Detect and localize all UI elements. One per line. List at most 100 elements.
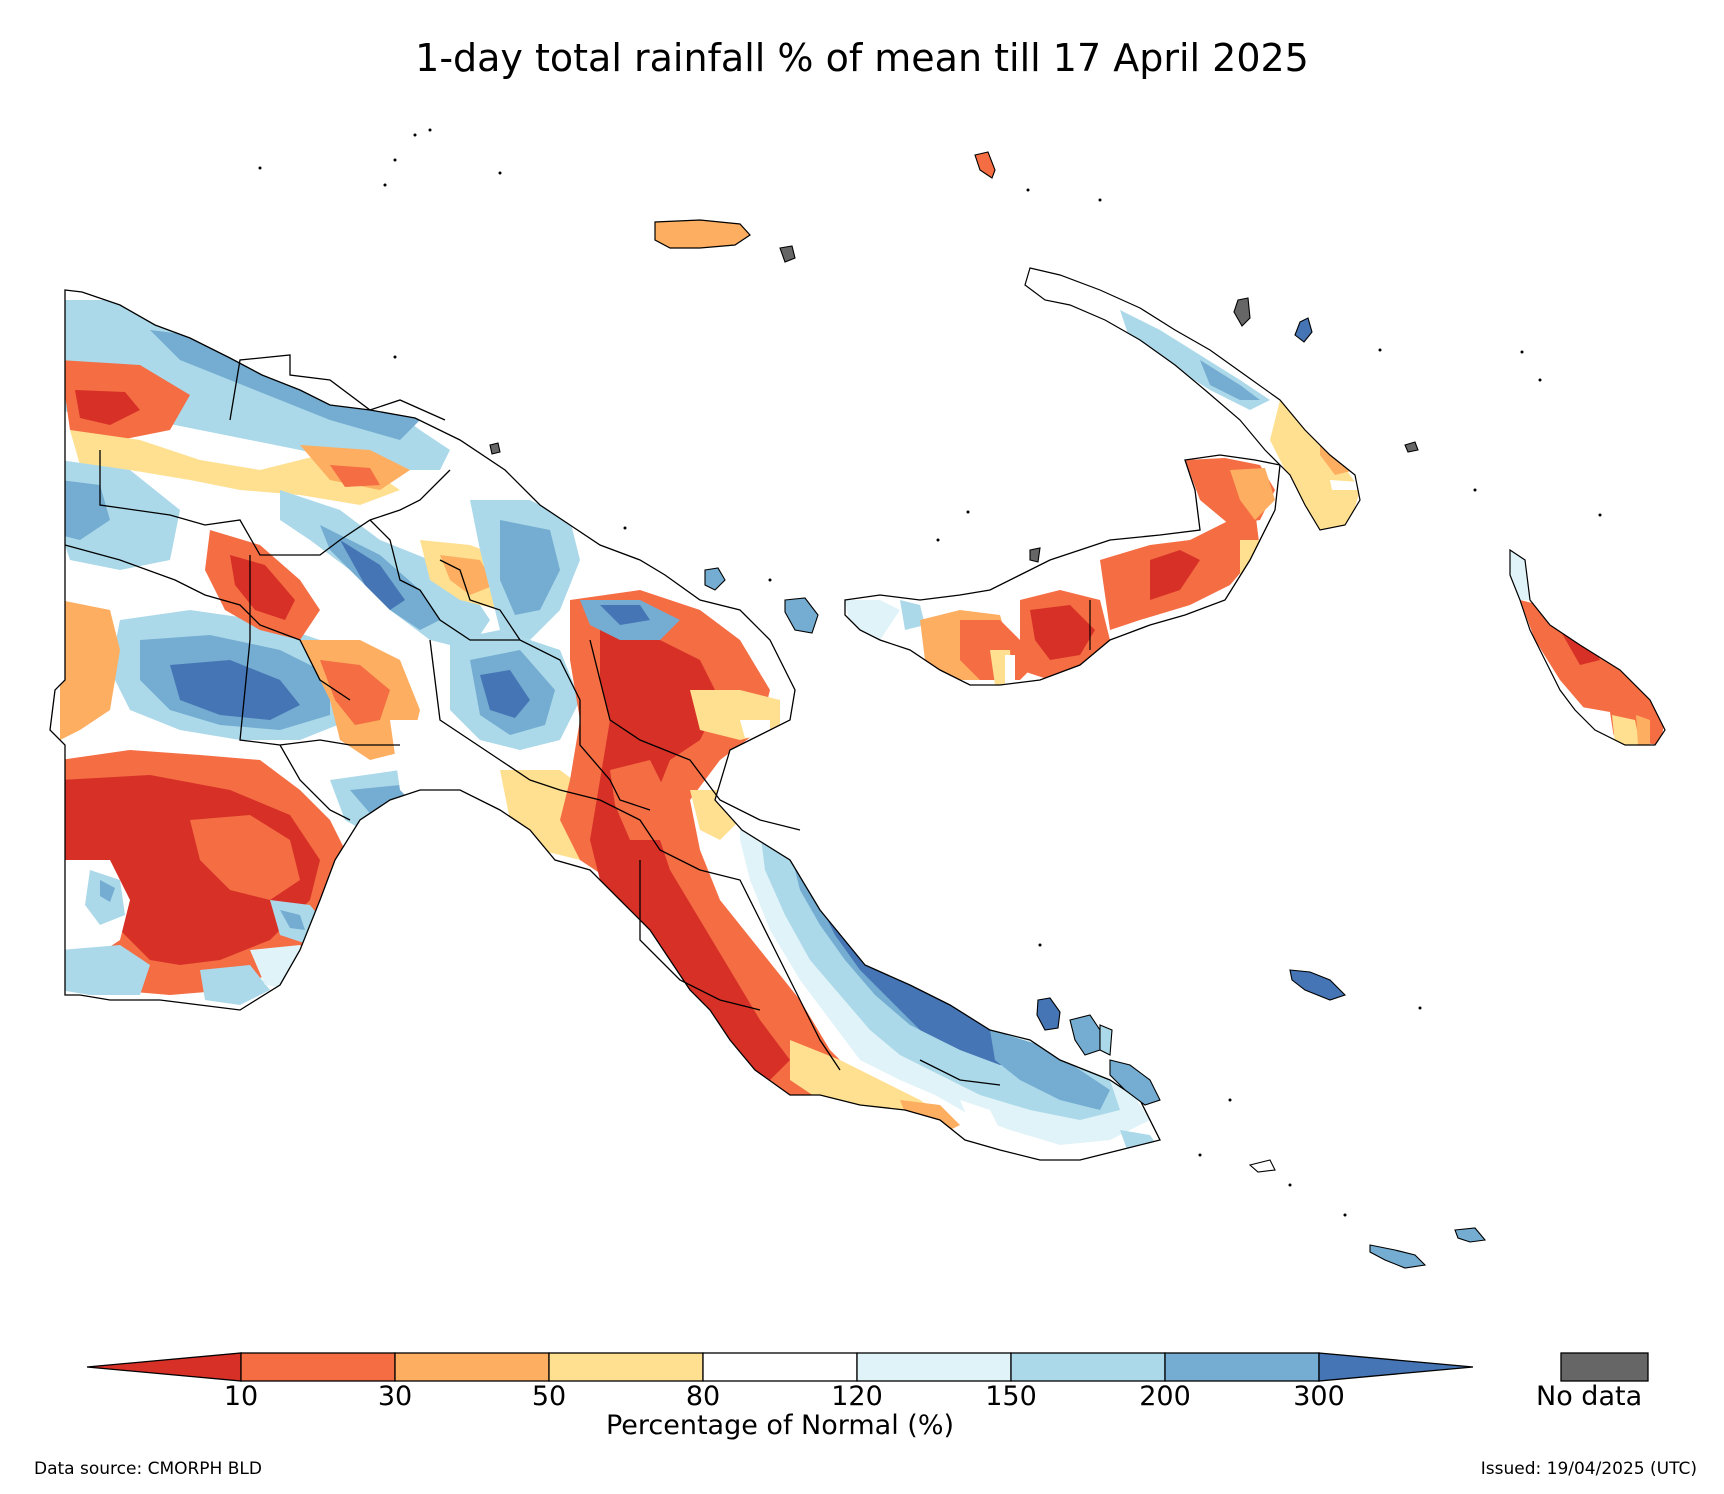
colorbar-title: Percentage of Normal (%) (605, 1410, 955, 1441)
map-region (1233, 297, 1251, 327)
colorbar-tick-50: 50 (531, 1381, 567, 1412)
map-region (1069, 1014, 1101, 1056)
map-region (610, 760, 670, 840)
colorbar-class-30-50 (394, 1352, 550, 1382)
colorbar (86, 1352, 1474, 1382)
map-region (1473, 488, 1477, 492)
map-region (919, 1059, 1001, 1086)
colorbar-tick-150: 150 (985, 1381, 1037, 1412)
map-region (70, 430, 400, 505)
colorbar-class-50-80 (548, 1352, 704, 1382)
map-title: 1-day total rainfall % of mean till 17 A… (415, 36, 1309, 80)
colorbar-tick-120: 120 (831, 1381, 883, 1412)
map-region (60, 945, 150, 995)
map-region (1289, 969, 1347, 1001)
map-region (1200, 360, 1260, 400)
map-region (1270, 400, 1360, 530)
map-region (439, 559, 521, 641)
map-region (1288, 1183, 1292, 1187)
map-region (699, 869, 841, 1071)
map-region (600, 605, 650, 625)
colorbar-tick-200: 200 (1139, 1381, 1191, 1412)
map-region (960, 1100, 1000, 1135)
map-region (1612, 715, 1640, 745)
map-region (480, 670, 530, 718)
map-region (1369, 1244, 1427, 1269)
map-region (900, 600, 925, 630)
map-region (340, 540, 405, 610)
map-region (1005, 655, 1015, 685)
map-region (1030, 605, 1095, 660)
map-region (1198, 1153, 1202, 1157)
map-region (49, 289, 1161, 1161)
map-region (1038, 943, 1042, 947)
colorbar-tick-30: 30 (377, 1381, 413, 1412)
map-region (280, 910, 305, 930)
map-region (590, 630, 790, 1080)
colorbar-class-200-300 (1164, 1352, 1320, 1382)
map-region (320, 660, 390, 725)
map-region (1343, 1213, 1347, 1217)
map-region (1036, 997, 1061, 1031)
map-region (844, 454, 1281, 686)
map-region (279, 744, 351, 821)
map-region (966, 510, 970, 514)
map-region (936, 538, 940, 542)
map-region (784, 597, 819, 634)
colorbar-tick-300: 300 (1293, 1381, 1345, 1412)
map-region (440, 555, 495, 595)
map-region (1454, 1227, 1487, 1243)
data-source: Data source: CMORPH BLD (34, 1459, 262, 1479)
no-data-label: No data (1536, 1381, 1643, 1412)
map-region (623, 526, 627, 530)
map-region (1228, 1098, 1232, 1102)
map-region (1294, 317, 1313, 343)
map-region (1598, 513, 1602, 517)
map-region (1099, 1024, 1113, 1056)
map-region (1098, 198, 1102, 202)
map-region (1636, 715, 1650, 745)
map-region (393, 158, 397, 162)
map-region (1024, 267, 1361, 531)
map-region (229, 354, 446, 421)
map-region (429, 639, 701, 871)
colorbar-class-10-30 (240, 1352, 396, 1382)
map-region (990, 1030, 1110, 1110)
map-region (974, 151, 996, 179)
map-region (150, 330, 420, 440)
map-region (589, 639, 801, 831)
map-region (1378, 348, 1382, 352)
map-region (230, 555, 295, 620)
colorbar-class-above-300 (1318, 1352, 1474, 1382)
colorbar-class-below-10 (86, 1352, 242, 1382)
map-region (489, 442, 501, 455)
map-region (428, 128, 432, 132)
map-region (768, 578, 772, 582)
colorbar-tick-80: 80 (685, 1381, 721, 1412)
map-region (258, 166, 262, 170)
map-region (330, 465, 380, 487)
map-region (1026, 188, 1030, 192)
map-region (413, 133, 417, 137)
map-region (1520, 600, 1665, 745)
map-region (60, 480, 110, 540)
map-region (200, 965, 270, 1005)
map-region (1109, 1059, 1161, 1106)
map-region (1240, 540, 1270, 580)
map-region (1230, 468, 1275, 520)
map-region (1538, 378, 1542, 382)
map-region (845, 600, 900, 640)
map-region (1330, 480, 1360, 490)
map-region (393, 355, 397, 359)
map-region (170, 660, 300, 720)
map-region (190, 815, 300, 900)
map-region (639, 860, 761, 1011)
map-region (1509, 548, 1666, 746)
map-region (654, 219, 751, 249)
colorbar-class-150-200 (1010, 1352, 1166, 1382)
map-region (1520, 350, 1524, 354)
map-region (779, 245, 796, 263)
map-region (60, 600, 120, 740)
map-region (64, 544, 351, 701)
map-region (740, 720, 770, 738)
